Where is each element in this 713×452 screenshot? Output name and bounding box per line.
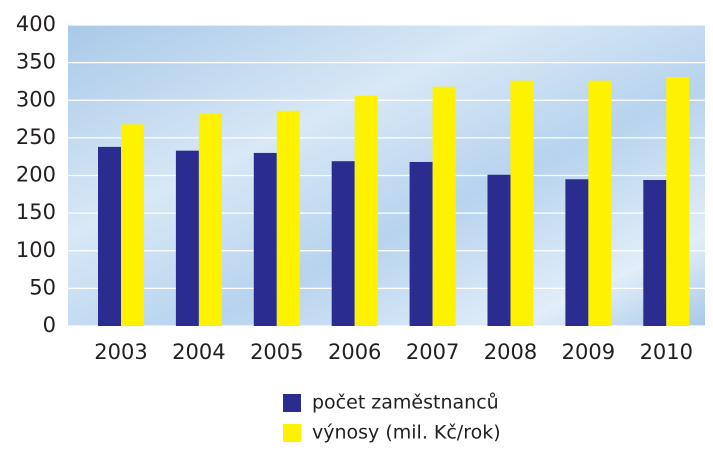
y-tick-label: 400 — [16, 12, 56, 36]
bar — [98, 146, 121, 326]
bar — [487, 174, 511, 326]
bar — [432, 86, 456, 326]
y-tick-label: 150 — [16, 200, 56, 224]
bar — [276, 110, 300, 326]
bar — [643, 180, 667, 326]
x-tick-label: 2005 — [250, 340, 303, 364]
bar — [565, 179, 589, 326]
legend-label: výnosy (mil. Kč/rok) — [312, 422, 501, 444]
bar — [331, 161, 355, 326]
y-tick-label: 250 — [16, 125, 56, 149]
legend-swatch — [283, 394, 301, 412]
x-tick-label: 2007 — [406, 340, 459, 364]
bar — [409, 161, 433, 326]
legend-label: počet zaměstnanců — [312, 392, 499, 414]
bar — [121, 124, 144, 326]
y-tick-label: 200 — [16, 163, 56, 187]
legend-swatch — [283, 424, 301, 442]
y-tick-label: 50 — [29, 275, 56, 299]
y-tick-label: 0 — [43, 313, 56, 337]
y-tick-label: 350 — [16, 50, 56, 74]
x-tick-label: 2004 — [172, 340, 225, 364]
x-tick-label: 2008 — [484, 340, 537, 364]
x-tick-label: 2010 — [640, 340, 693, 364]
x-tick-label: 2009 — [562, 340, 615, 364]
bar — [588, 80, 612, 326]
y-tick-label: 100 — [16, 238, 56, 262]
bar — [253, 152, 277, 326]
bar — [198, 113, 222, 326]
bar — [354, 95, 378, 326]
bar — [666, 76, 690, 326]
y-tick-label: 300 — [16, 87, 56, 111]
bar — [510, 80, 534, 326]
bar — [175, 150, 199, 326]
x-tick-label: 2003 — [94, 340, 147, 364]
x-tick-label: 2006 — [328, 340, 381, 364]
